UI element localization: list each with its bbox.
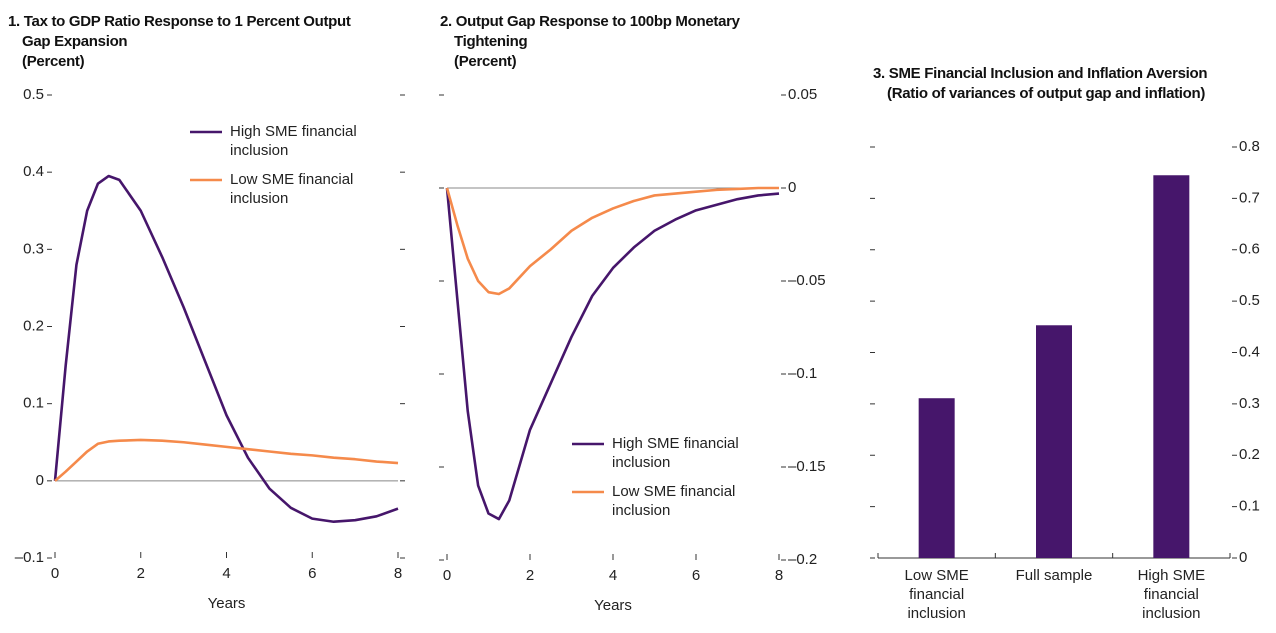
y-tick-label: –0.2 <box>788 551 817 568</box>
panel-heading: 3. SME Financial Inclusion and Inflation… <box>873 64 1251 104</box>
y-tick-label: 0.3 <box>23 240 44 257</box>
y-tick-label: –0.15 <box>788 458 826 475</box>
x-tick-label: 2 <box>137 565 145 582</box>
x-axis-label: Years <box>594 597 632 614</box>
y-tick-label: 0.3 <box>1239 395 1260 412</box>
chart-title: 2. Output Gap Response to 100bp Monetary… <box>440 13 740 50</box>
y-tick-label: 0.4 <box>1239 343 1260 360</box>
x-tick-label: 2 <box>526 567 534 584</box>
y-tick-label: 0.05 <box>788 86 817 103</box>
x-tick-label: 4 <box>609 567 617 584</box>
x-tick-label: High SME financial inclusion <box>1137 567 1206 622</box>
y-tick-label: 0.6 <box>1239 241 1260 258</box>
chart-subtitle: (Percent) <box>454 53 517 70</box>
x-tick-label: 0 <box>51 565 59 582</box>
panel-heading: 1. Tax to GDP Ratio Response to 1 Percen… <box>8 12 370 72</box>
chart-subtitle: (Ratio of variances of output gap and in… <box>887 85 1206 102</box>
bar <box>918 398 955 558</box>
bar <box>1036 325 1072 558</box>
y-tick-label: –0.05 <box>788 272 826 289</box>
y-tick-label: 0 <box>36 472 44 489</box>
chart-title: 1. Tax to GDP Ratio Response to 1 Percen… <box>8 13 351 50</box>
legend-label: High SME financial inclusion <box>612 435 739 471</box>
chart-subtitle: (Percent) <box>22 53 85 70</box>
y-tick-label: –0.1 <box>788 365 817 382</box>
y-tick-label: 0 <box>788 179 796 196</box>
series-line <box>445 187 780 521</box>
x-tick-label: 6 <box>308 565 316 582</box>
series-line <box>445 186 779 296</box>
x-tick-label: 4 <box>222 565 230 582</box>
y-tick-label: 0.5 <box>1239 292 1260 309</box>
y-tick-label: –0.1 <box>15 549 44 566</box>
x-tick-label: Low SME financial inclusion <box>904 567 969 622</box>
y-tick-label: 0.7 <box>1239 189 1260 206</box>
series-line <box>54 438 399 482</box>
x-tick-label: 0 <box>443 567 451 584</box>
y-tick-label: 0 <box>1239 549 1247 566</box>
y-tick-label: 0.1 <box>23 395 44 412</box>
y-tick-label: 0.1 <box>1239 498 1260 515</box>
x-tick-label: Full sample <box>1015 567 1093 584</box>
legend-label: High SME financial inclusion <box>230 123 357 159</box>
x-tick-label: 8 <box>394 565 402 582</box>
y-tick-label: 0.8 <box>1239 138 1260 155</box>
legend-label: Low SME financial inclusion <box>230 171 354 207</box>
series-line <box>53 174 399 524</box>
y-tick-label: 0.5 <box>23 86 44 103</box>
legend-label: Low SME financial inclusion <box>612 483 736 519</box>
panel-heading: 2. Output Gap Response to 100bp Monetary… <box>440 12 785 72</box>
chart-title: 3. SME Financial Inclusion and Inflation… <box>873 65 1208 82</box>
x-tick-label: 8 <box>775 567 783 584</box>
y-tick-label: 0.4 <box>23 163 44 180</box>
x-tick-label: 6 <box>692 567 700 584</box>
x-axis-label: Years <box>208 595 246 612</box>
y-tick-label: 0.2 <box>23 317 44 334</box>
bar <box>1153 175 1190 558</box>
y-tick-label: 0.2 <box>1239 446 1260 463</box>
